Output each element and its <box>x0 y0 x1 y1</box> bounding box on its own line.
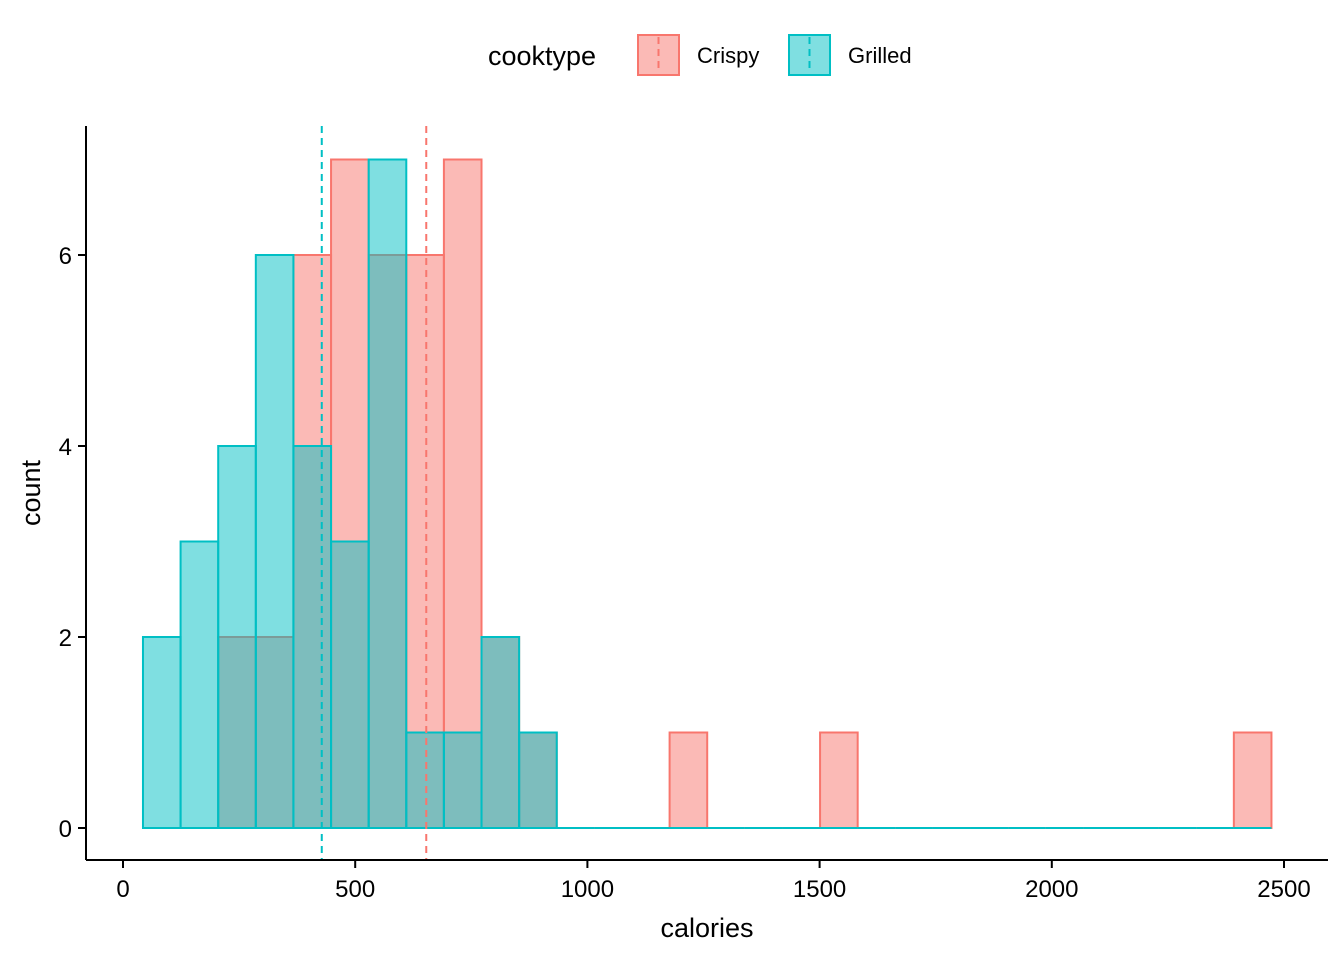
bar-grilled-0 <box>141 636 182 829</box>
x-tick-label-0: 0 <box>116 876 129 903</box>
bar-grilled-6 <box>367 158 408 829</box>
bar-crispy-18 <box>819 731 859 829</box>
y-tick-label-0: 0 <box>59 816 72 843</box>
series-grilled <box>141 158 1272 829</box>
bars-layer <box>141 158 1273 829</box>
axes-layer <box>85 126 1328 861</box>
bar-grilled-7 <box>405 731 445 829</box>
x-tick-label-2500: 2500 <box>1257 876 1310 903</box>
mean-lines-layer <box>320 126 428 860</box>
y-tick-label-6: 6 <box>59 243 72 270</box>
bar-grilled-8 <box>442 731 483 829</box>
bar-grilled-9 <box>480 636 521 829</box>
y-tick-label-4: 4 <box>59 434 72 461</box>
legend-label-crispy: Crispy <box>697 43 759 68</box>
bar-grilled-4 <box>292 445 333 829</box>
bar-grilled-1 <box>179 540 220 829</box>
bar-grilled-5 <box>330 540 370 829</box>
y-tick-label-2: 2 <box>59 625 72 652</box>
bar-crispy-29 <box>1232 731 1273 829</box>
bar-grilled-10 <box>518 731 558 829</box>
bar-crispy-8 <box>442 158 483 829</box>
bar-grilled-2 <box>217 445 257 829</box>
x-tick-label-500: 500 <box>335 876 375 903</box>
x-tick-label-1500: 1500 <box>793 876 846 903</box>
x-axis-title: calories <box>660 913 753 943</box>
bar-crispy-14 <box>668 731 709 829</box>
legend-label-grilled: Grilled <box>848 43 912 68</box>
x-tick-label-1000: 1000 <box>561 876 614 903</box>
legend-item-grilled: Grilled <box>788 34 912 76</box>
y-axis-title: count <box>16 459 46 526</box>
legend-title: cooktype <box>488 41 596 71</box>
legend-item-crispy: Crispy <box>637 34 759 76</box>
bar-grilled-3 <box>254 254 295 829</box>
x-tick-label-2000: 2000 <box>1025 876 1078 903</box>
legend: cooktype Crispy Grilled <box>488 34 912 76</box>
ticks-layer: 0 500 1000 1500 2000 2500 0 2 4 6 <box>59 243 1311 903</box>
